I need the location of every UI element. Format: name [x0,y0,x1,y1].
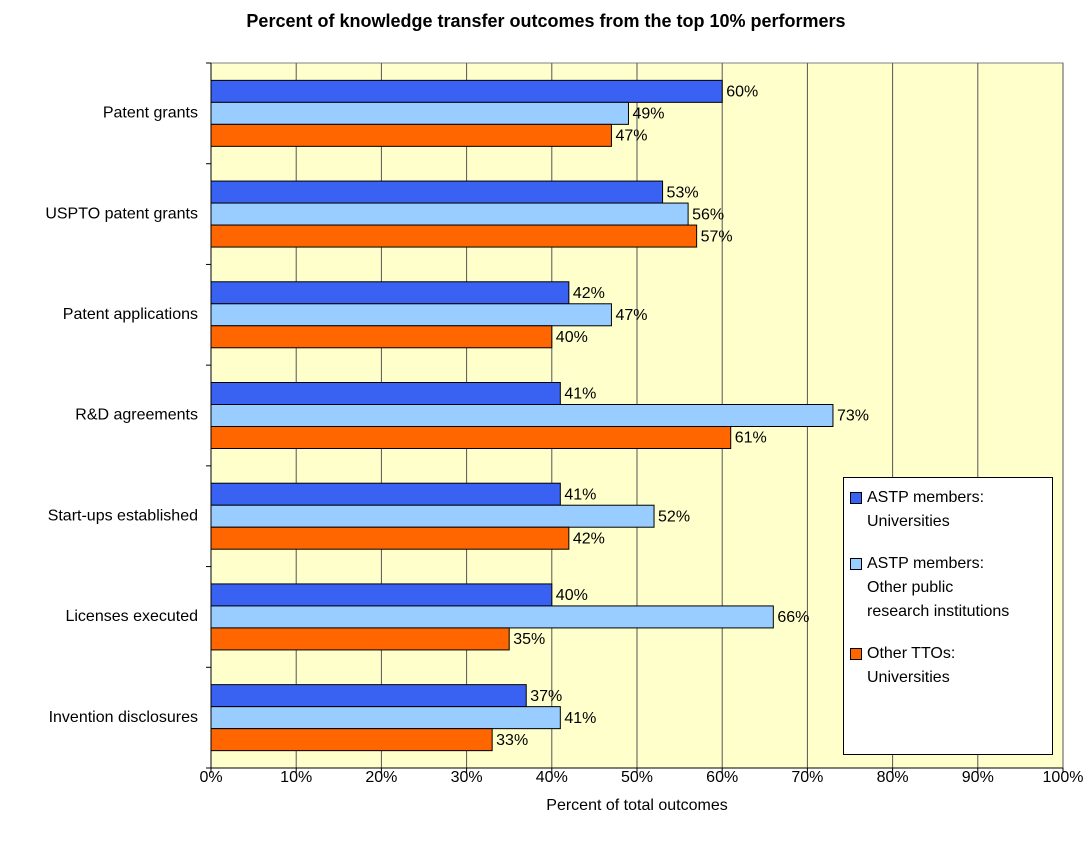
bar [210,706,561,730]
data-label: 40% [556,587,588,604]
legend-label: Other TTOs: Universities [867,645,956,686]
data-label: 41% [564,386,596,403]
legend-label: ASTP members: Other public research inst… [867,555,1010,620]
y-tick-label: Invention disclosures [49,709,198,726]
data-label: 56% [692,206,724,223]
x-tick-label: 10% [280,769,312,786]
x-tick-label: 40% [536,769,568,786]
bar [210,123,612,147]
x-tick-label: 80% [877,769,909,786]
legend-item: Other TTOs: Universities [850,642,1046,690]
data-label: 41% [564,486,596,503]
data-label: 42% [573,285,605,302]
legend-swatch [850,558,862,570]
bar [210,79,723,103]
y-tick-label: USPTO patent grants [45,205,198,222]
legend-item: ASTP members: Universities [850,486,1046,534]
bar [210,382,561,405]
data-label: 60% [726,84,758,101]
data-label: 49% [632,106,664,123]
data-label: 57% [701,228,733,245]
bar [210,627,510,651]
data-label: 73% [837,408,869,425]
legend-label: ASTP members: Universities [867,489,985,530]
x-axis-label: Percent of total outcomes [546,797,727,814]
legend-swatch [850,492,862,504]
y-tick-label: Patent applications [63,306,198,323]
bar [210,583,553,607]
data-label: 47% [615,128,647,145]
data-label: 33% [496,732,528,749]
x-tick-label: 50% [621,769,653,786]
bar [210,101,629,125]
x-tick-label: 90% [962,769,994,786]
bar [210,504,655,528]
legend-swatch [850,648,862,660]
data-label: 61% [735,430,767,447]
y-tick-label: R&D agreements [75,407,198,424]
data-label: 42% [573,530,605,547]
chart-title: Percent of knowledge transfer outcomes f… [246,11,845,31]
bar [210,404,834,427]
bar [210,426,732,449]
x-tick-label: 0% [199,769,222,786]
x-tick-label: 60% [706,769,738,786]
data-label: 66% [777,609,809,626]
bar [210,303,612,327]
data-label: 40% [556,329,588,346]
x-tick-label: 20% [365,769,397,786]
data-label: 47% [615,307,647,324]
x-tick-label: 100% [1043,769,1084,786]
bar [210,202,689,226]
bar [210,684,527,708]
y-tick-label: Licenses executed [65,608,198,625]
y-tick-label: Patent grants [103,105,198,122]
x-tick-label: 30% [451,769,483,786]
data-label: 41% [564,710,596,727]
data-label: 37% [530,688,562,705]
bar [210,728,493,752]
bar [210,180,664,204]
bar [210,605,774,629]
bar [210,482,561,506]
data-label: 53% [667,184,699,201]
y-tick-label: Start-ups established [48,507,198,524]
legend-item: ASTP members: Other public research inst… [850,552,1046,624]
bar [210,224,698,248]
bar [210,325,553,349]
bar [210,526,570,550]
data-label: 35% [513,631,545,648]
bar [210,281,570,305]
data-label: 52% [658,508,690,525]
legend: ASTP members: Universities ASTP members: … [843,477,1053,755]
x-tick-label: 70% [791,769,823,786]
